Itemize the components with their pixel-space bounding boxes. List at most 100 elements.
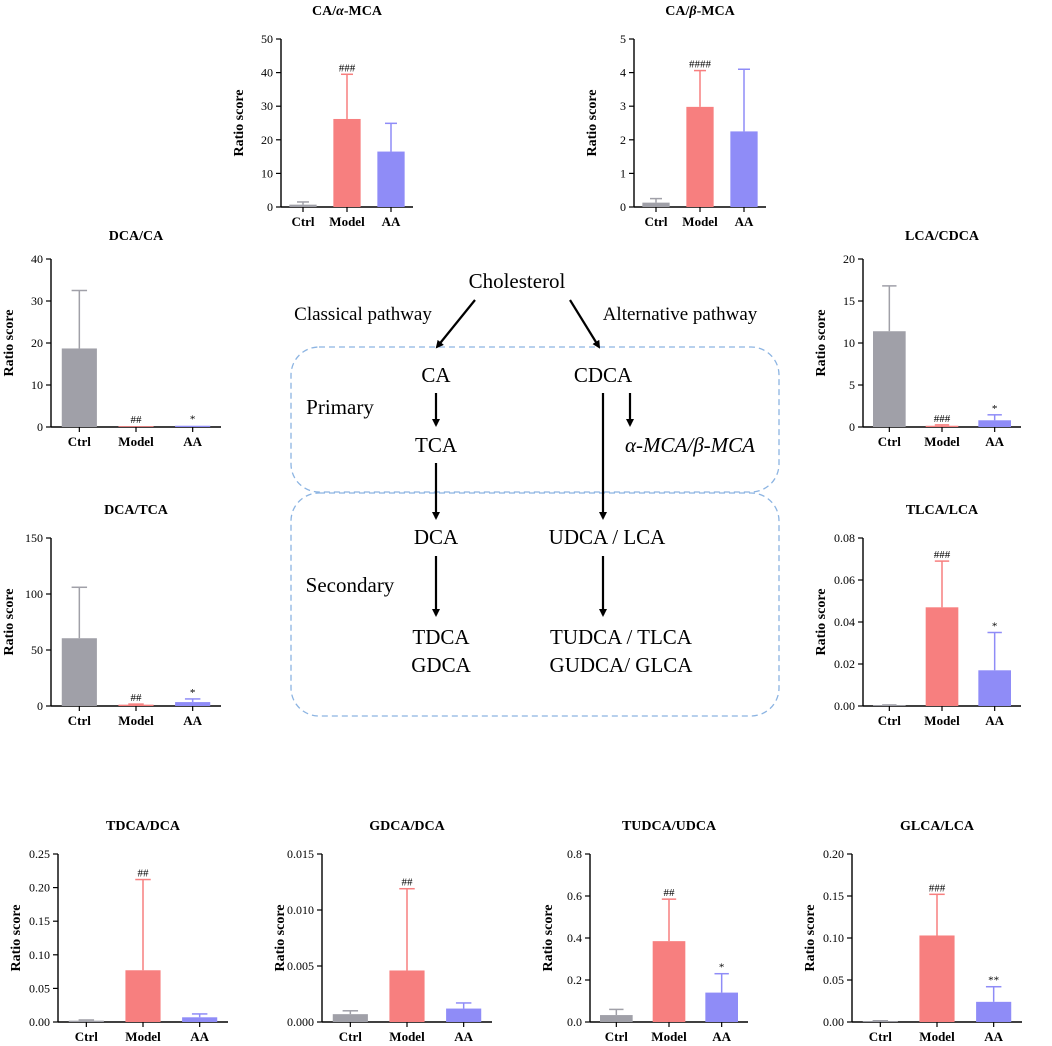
y-tick-label: 0.8 — [567, 847, 582, 861]
bar-model — [925, 425, 959, 427]
chart-glca-lca: GLCA/LCA Ratio score 0.00 0.05 0.10 0.15 0.20 C… — [803, 819, 1022, 1044]
primary-box — [290, 346, 780, 493]
y-axis-label: Ratio score — [585, 90, 600, 157]
bar-aa — [976, 1001, 1012, 1022]
y-tick-label: 0.0 — [567, 1015, 582, 1029]
x-tick-label: Model — [118, 434, 154, 449]
significance-label: * — [719, 962, 725, 974]
y-tick-label: 0.4 — [567, 931, 582, 945]
significance-label: ## — [664, 887, 676, 899]
y-tick-label: 30 — [31, 294, 43, 308]
arrow-cholesterol-cdca — [569, 299, 601, 349]
y-tick-label: 0.05 — [29, 981, 50, 995]
y-tick-label: 0.000 — [287, 1015, 314, 1029]
y-tick-label: 0.15 — [823, 889, 844, 903]
x-tick-label: Ctrl — [869, 1029, 892, 1044]
significance-label: ### — [929, 882, 946, 894]
y-axis-label: Ratio score — [2, 310, 17, 377]
bar-ctrl — [332, 1014, 368, 1022]
tudca-tlca-node: TUDCA / TLCA — [550, 625, 693, 649]
x-tick-label: Ctrl — [291, 214, 314, 229]
bar-aa — [182, 1017, 218, 1022]
y-tick-label: 0.05 — [823, 973, 844, 987]
y-tick-label: 4 — [620, 66, 626, 80]
chart-dca-ca: DCA/CA Ratio score 0 10 20 30 40 Ctrl Model ## AA * — [2, 229, 221, 449]
y-tick-label: 40 — [261, 66, 273, 80]
x-tick-label: AA — [984, 1029, 1003, 1044]
chart-title: GDCA/DCA — [369, 819, 445, 834]
bar-model — [389, 970, 425, 1022]
cdca-node: CDCA — [574, 363, 633, 387]
chart-tudca-udca: TUDCA/UDCA Ratio score 0.0 0.2 0.4 0.6 0.8 Ctrl… — [541, 819, 748, 1044]
y-tick-label: 0.00 — [29, 1015, 50, 1029]
x-tick-label: Ctrl — [644, 214, 667, 229]
x-tick-label: Model — [682, 214, 718, 229]
chart-gdca-dca: GDCA/DCA Ratio score 0.000 0.005 0.010 0.015 C… — [273, 819, 492, 1044]
y-tick-label: 5 — [849, 378, 855, 392]
significance-label: ### — [934, 413, 951, 425]
significance-label: ### — [339, 62, 356, 74]
bar-ctrl — [862, 1021, 898, 1022]
chart-title: TDCA/DCA — [106, 819, 181, 834]
x-tick-label: Ctrl — [339, 1029, 362, 1044]
y-tick-label: 15 — [843, 294, 855, 308]
y-tick-label: 0.005 — [287, 959, 314, 973]
tca-node: TCA — [415, 433, 458, 457]
gudca-glca-node: GUDCA/ GLCA — [550, 653, 694, 677]
x-tick-label: Ctrl — [878, 713, 901, 728]
y-tick-label: 2 — [620, 133, 626, 147]
bar-ctrl — [600, 1015, 633, 1022]
x-tick-label: Ctrl — [75, 1029, 98, 1044]
y-tick-label: 30 — [261, 99, 273, 113]
x-tick-label: Model — [125, 1029, 161, 1044]
y-tick-label: 0.20 — [823, 847, 844, 861]
cholesterol-label: Cholesterol — [469, 269, 566, 293]
x-tick-label: Model — [329, 214, 365, 229]
primary-label: Primary — [306, 395, 374, 419]
secondary-box — [290, 492, 780, 717]
y-tick-label: 5 — [620, 32, 626, 46]
y-tick-label: 0 — [620, 200, 626, 214]
significance-label: ### — [934, 549, 951, 561]
bar-ctrl — [61, 348, 97, 427]
mca-node: α-MCA/β-MCA — [625, 433, 755, 457]
y-tick-label: 0.00 — [834, 699, 855, 713]
udca-lca-node: UDCA / LCA — [549, 525, 667, 549]
chart-title: TUDCA/UDCA — [622, 819, 717, 834]
x-tick-label: Ctrl — [68, 713, 91, 728]
bar-aa — [175, 425, 211, 427]
bar-aa — [730, 131, 758, 207]
y-tick-label: 0.20 — [29, 881, 50, 895]
chart-title: CA/β-MCA — [665, 4, 735, 19]
y-tick-label: 1 — [620, 166, 626, 180]
chart-title: CA/α-MCA — [312, 4, 383, 19]
chart-ca-amca: CA/α-MCA Ratio score 0 10 20 30 40 50 Ctrl Model #… — [232, 4, 413, 229]
bar-model — [125, 970, 161, 1022]
bar-aa — [705, 992, 738, 1022]
bar-ctrl — [61, 638, 97, 706]
x-tick-label: Model — [924, 713, 960, 728]
significance-label: #### — [689, 59, 712, 71]
y-axis-label: Ratio score — [541, 905, 556, 972]
tdca-node: TDCA — [412, 625, 470, 649]
bar-model — [652, 941, 686, 1022]
x-tick-label: AA — [190, 1029, 209, 1044]
y-tick-label: 20 — [31, 336, 43, 350]
gdca-node: GDCA — [411, 653, 471, 677]
x-tick-label: Ctrl — [605, 1029, 628, 1044]
y-axis-label: Ratio score — [814, 310, 829, 377]
bar-aa — [978, 420, 1011, 427]
y-tick-label: 0.010 — [287, 903, 314, 917]
bar-model — [925, 607, 959, 706]
y-tick-label: 0 — [37, 420, 43, 434]
y-tick-label: 20 — [261, 133, 273, 147]
x-tick-label: AA — [985, 713, 1004, 728]
chart-lca-cdca: LCA/CDCA Ratio score 0 5 10 15 20 Ctrl Model ### A… — [814, 229, 1021, 449]
bar-aa — [978, 670, 1011, 706]
x-tick-label: AA — [382, 214, 401, 229]
y-axis-label: Ratio score — [803, 905, 818, 972]
x-tick-label: Model — [118, 713, 154, 728]
bar-model — [118, 704, 154, 706]
x-tick-label: AA — [712, 1029, 731, 1044]
